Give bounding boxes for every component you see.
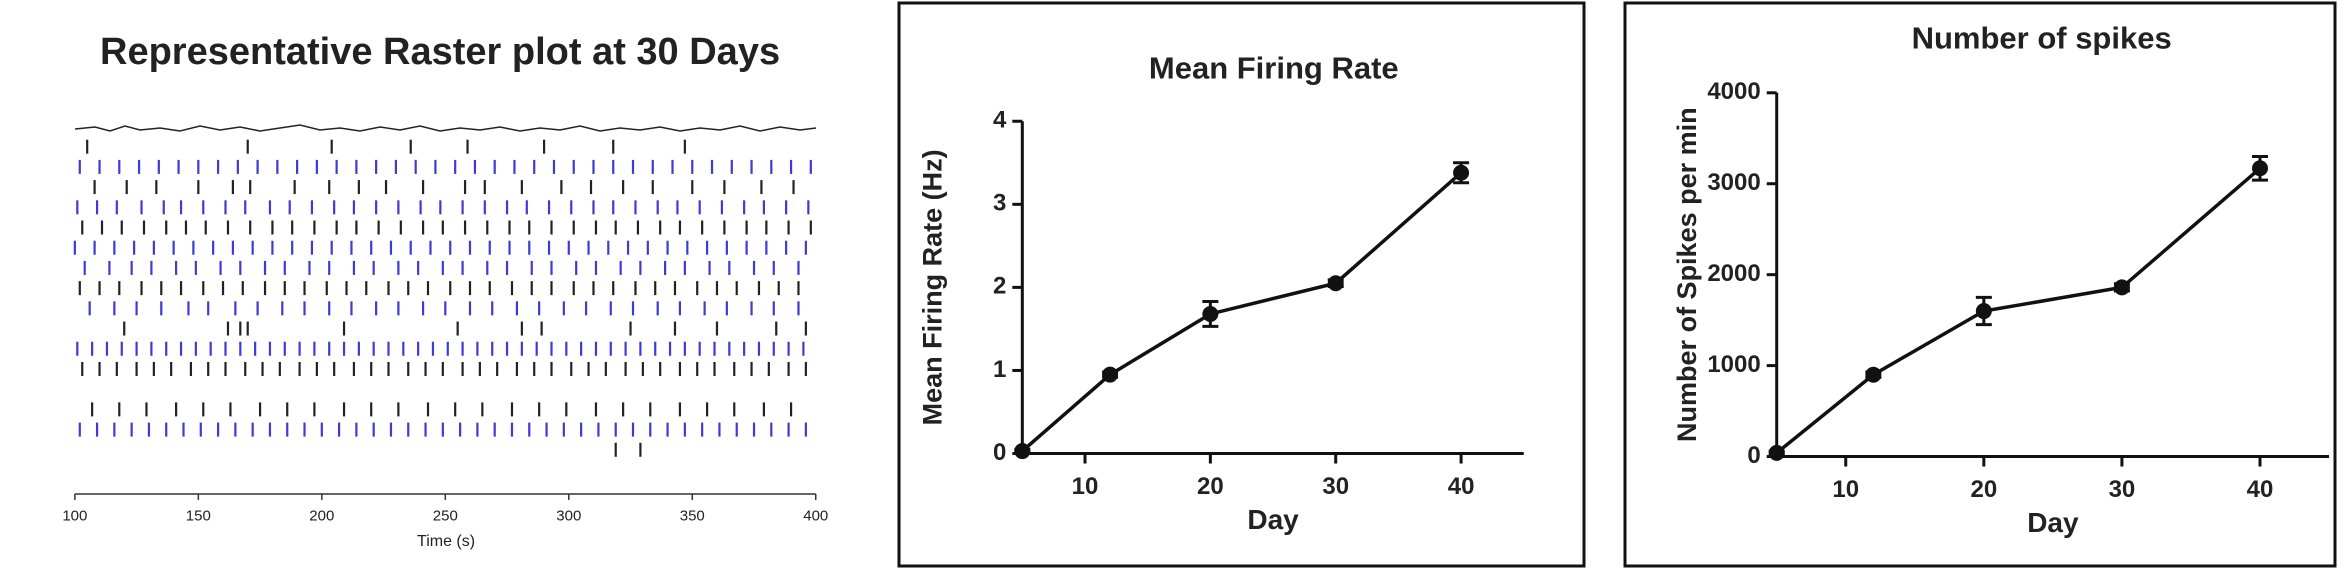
y-tick-label: 1: [993, 356, 1006, 383]
x-tick-label: 250: [433, 507, 458, 524]
x-axis-label: Day: [2027, 507, 2079, 538]
panel-frame: [1623, 1, 2337, 568]
x-tick-label: 40: [1448, 473, 1475, 500]
data-line: [1021, 171, 1463, 453]
y-tick-label: 0: [1747, 442, 1760, 469]
y-tick-label: 4000: [1707, 78, 1760, 105]
y-tick-label: 4: [993, 107, 1007, 134]
y-tick-label: 1000: [1707, 351, 1760, 378]
y-tick-label: 3000: [1707, 169, 1760, 196]
x-tick-label: 10: [1072, 473, 1099, 500]
data-point: [2113, 279, 2130, 296]
y-axis-label: Mean Firing Rate (Hz): [917, 149, 947, 425]
x-tick-label: 300: [556, 507, 581, 524]
data-point: [2251, 160, 2268, 177]
data-line: [1775, 166, 2262, 455]
chart-title: Number of spikes: [1912, 21, 2172, 56]
x-tick-label: 40: [2247, 476, 2274, 503]
panel-frame: [897, 1, 1586, 568]
x-tick-label: 400: [803, 507, 828, 524]
x-tick-label: 30: [2109, 476, 2136, 503]
y-tick-label: 0: [993, 439, 1006, 466]
x-tick-label: 200: [309, 507, 334, 524]
y-axis-label: Number of Spikes per min: [1672, 107, 1702, 442]
data-point: [1865, 366, 1882, 383]
chart-title: Mean Firing Rate: [1149, 51, 1399, 86]
data-point: [1327, 275, 1344, 292]
y-tick-label: 2000: [1707, 260, 1760, 287]
x-tick-label: 10: [1832, 476, 1859, 503]
data-point: [1975, 303, 1992, 320]
y-tick-label: 2: [993, 273, 1006, 300]
x-tick-label: 20: [1970, 476, 1997, 503]
x-tick-label: 20: [1197, 473, 1224, 500]
data-point: [1202, 305, 1219, 322]
data-point: [1768, 444, 1785, 461]
x-axis-label: Time (s): [417, 533, 475, 550]
x-tick-label: 30: [1322, 473, 1349, 500]
chart-title: Representative Raster plot at 30 Days: [100, 31, 780, 73]
voltage-trace: [74, 124, 817, 132]
x-tick-label: 350: [680, 507, 705, 524]
data-point: [1102, 366, 1119, 383]
x-tick-label: 100: [62, 507, 87, 524]
y-tick-label: 3: [993, 190, 1006, 217]
data-point: [1014, 443, 1031, 460]
x-tick-label: 150: [186, 507, 211, 524]
x-axis-label: Day: [1247, 504, 1299, 535]
data-point: [1453, 164, 1470, 181]
